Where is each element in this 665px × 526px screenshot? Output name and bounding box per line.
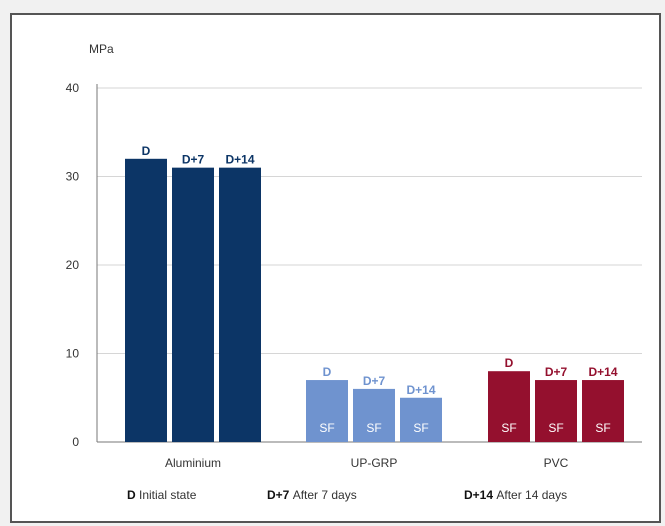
y-tick-label: 10: [66, 347, 80, 361]
y-tick-label: 20: [66, 258, 80, 272]
y-tick-label: 30: [66, 170, 80, 184]
chart-frame: 0 10 20 30 40 MPa D D+7 D+14 Aluminium D SF D+7 SF D+1…: [10, 13, 661, 523]
bar: [535, 380, 577, 442]
bar-top-label: D+7: [182, 153, 205, 167]
legend-text: After 14 days: [496, 488, 567, 502]
y-tick-label: 0: [72, 435, 79, 449]
bar-inside-label: SF: [548, 421, 563, 435]
category-label: PVC: [544, 456, 569, 470]
bar: [582, 380, 624, 442]
legend-key: D: [127, 488, 139, 502]
bar: [125, 158, 167, 443]
bar: [219, 167, 261, 442]
legend-key: D+14: [464, 488, 496, 502]
bar-top-label: D: [142, 144, 151, 158]
bar-inside-label: SF: [366, 421, 381, 435]
y-tick-label: 40: [66, 81, 80, 95]
bar-top-label: D: [323, 365, 332, 379]
bar: [400, 397, 442, 442]
legend-entry: D+14 After 14 days: [464, 488, 567, 502]
bar-top-label: D+7: [545, 365, 568, 379]
bar-inside-label: SF: [595, 421, 610, 435]
legend-key: D+7: [267, 488, 293, 502]
bar-chart: 0 10 20 30 40 MPa D D+7 D+14 Aluminium D SF D+7 SF D+1…: [66, 42, 642, 502]
legend-entry: D+7 After 7 days: [267, 488, 357, 502]
category-label: Aluminium: [165, 456, 221, 470]
bar-top-label: D+7: [363, 374, 386, 388]
bar: [306, 380, 348, 442]
bar-top-label: D: [505, 356, 514, 370]
bar-top-label: D+14: [406, 383, 435, 397]
bar-inside-label: SF: [413, 421, 428, 435]
bar-top-label: D+14: [225, 153, 254, 167]
bar: [353, 388, 395, 442]
bar-inside-label: SF: [319, 421, 334, 435]
bar: [172, 167, 214, 442]
bar: [488, 371, 530, 442]
y-axis-label: MPa: [89, 42, 114, 56]
legend-text: After 7 days: [293, 488, 357, 502]
bar-inside-label: SF: [501, 421, 516, 435]
category-label: UP-GRP: [351, 456, 398, 470]
bar-top-label: D+14: [588, 365, 617, 379]
legend-text: Initial state: [139, 488, 197, 502]
legend-entry: D Initial state: [127, 488, 197, 502]
